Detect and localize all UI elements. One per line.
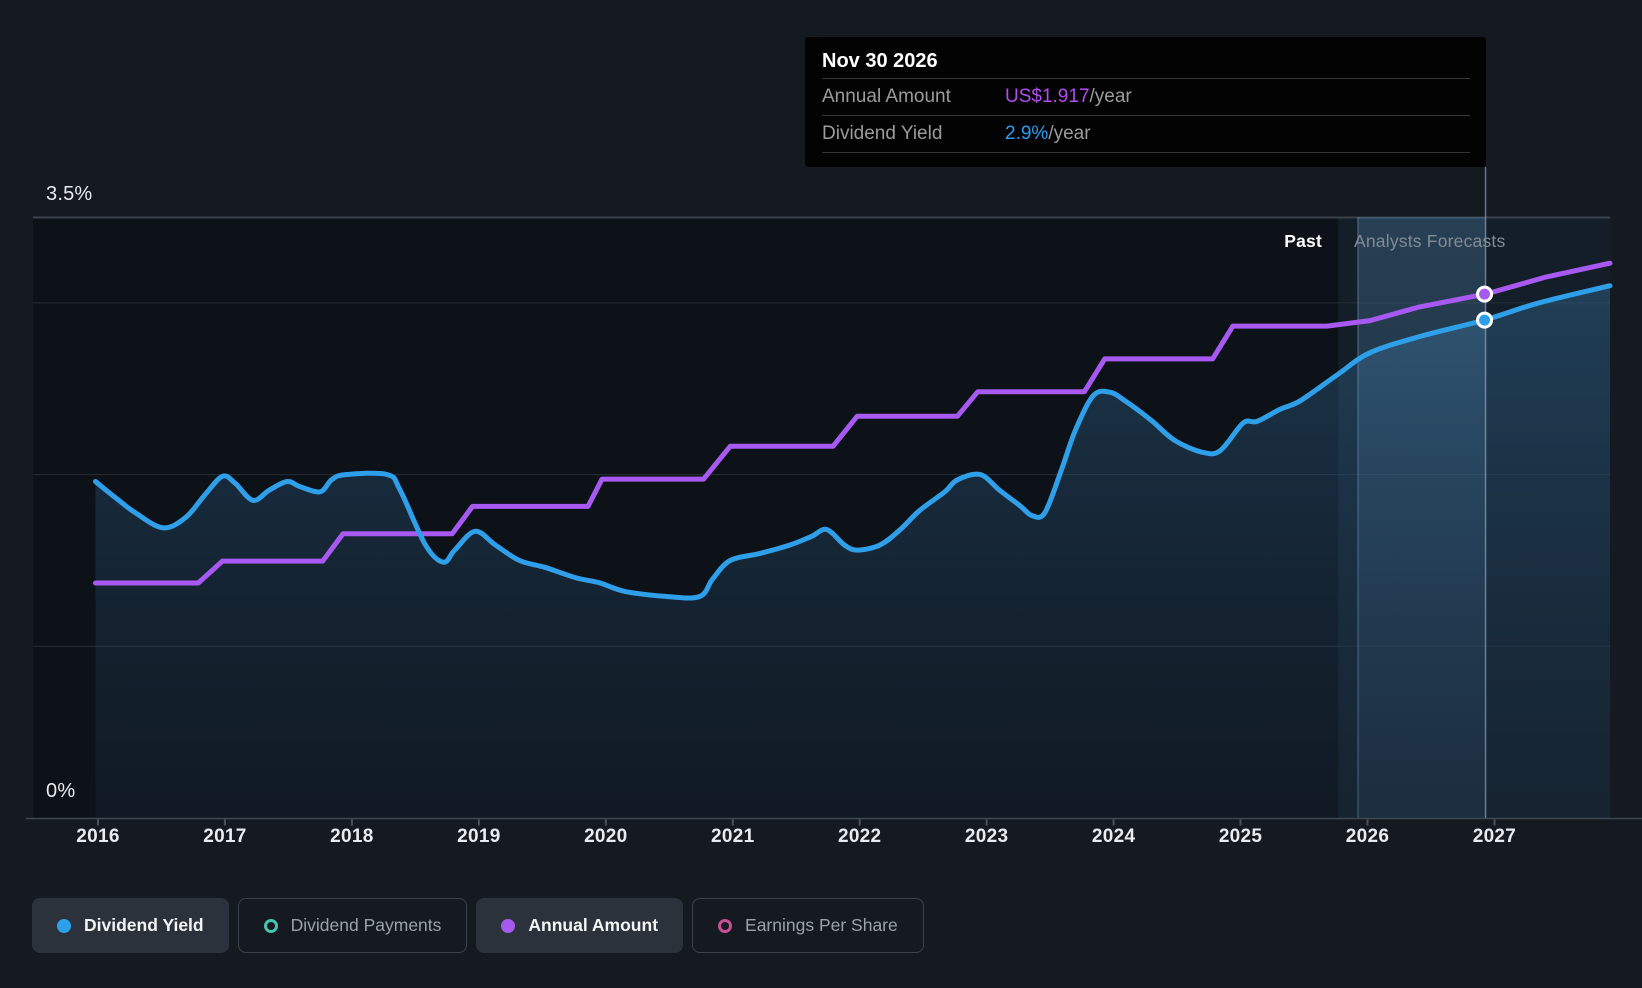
annual-amount-marker-dot [1476,285,1494,303]
forecast-zone-label: Analysts Forecasts [1354,231,1506,251]
tooltip-row-label: Annual Amount [822,86,951,107]
legend-item-annual-amount[interactable]: Annual Amount [476,898,684,953]
x-axis-tick [1112,819,1115,826]
x-axis-tick [731,819,734,826]
annual-amount-line [93,260,1613,586]
x-axis-tick [1366,819,1369,826]
x-axis-tick [477,819,480,826]
x-axis-label-2016: 2016 [76,826,120,847]
y-axis-label-max: 3.5% [46,183,93,205]
x-axis-tick [604,819,607,826]
x-axis-tick [97,819,99,826]
legend-item-label: Dividend Yield [84,915,204,935]
data-series [93,217,1613,818]
x-axis-label-2024: 2024 [1091,826,1136,847]
tooltip-row-label: Dividend Yield [822,123,943,144]
tooltip-row: Dividend Yield 2.9%/year [822,115,1470,153]
x-axis-tick [985,819,988,826]
dividend-yield-marker-icon [57,918,71,933]
x-axis-label-2023: 2023 [964,826,1009,847]
tooltip-row-value: 2.9%/year [1005,123,1091,144]
legend: Dividend Yield Dividend Payments Annual Am… [32,898,924,953]
x-axis-label-2022: 2022 [837,826,882,847]
band-left-edge [1357,217,1359,818]
legend-item-dividend-yield[interactable]: Dividend Yield [32,898,229,953]
x-axis-tick [858,819,861,826]
y-axis-label-min: 0% [46,780,76,802]
x-axis-tick [1493,819,1496,826]
legend-item-dividend-payments[interactable]: Dividend Payments [237,898,468,953]
chart-overlay [26,167,1642,826]
x-axis-label-2026: 2026 [1345,826,1390,847]
annual-amount-marker-icon [501,918,516,933]
tooltip-date: Nov 30 2026 [822,50,938,72]
legend-item-earnings-per-share[interactable]: Earnings Per Share [692,898,924,953]
x-axis-label-2018: 2018 [330,826,374,847]
x-axis-tick [223,819,226,826]
x-axis-label-2025: 2025 [1218,826,1263,847]
x-axis-label-2017: 2017 [203,826,247,847]
x-axis-tick [1239,819,1242,826]
earnings-per-share-marker-icon [718,918,733,933]
tooltip-row: Annual Amount US$1.917/year [822,78,1470,115]
dividend-yield-line [93,283,1613,601]
legend-item-label: Dividend Payments [290,915,442,935]
x-axis-tick [350,819,353,826]
legend-item-label: Annual Amount [528,915,659,935]
x-axis-label-2020: 2020 [584,826,628,847]
x-axis-label-2021: 2021 [711,826,755,847]
legend-item-label: Earnings Per Share [745,915,898,935]
x-axis-label-2019: 2019 [457,826,501,847]
tooltip-rows: Annual Amount US$1.917/year Dividend Yield… [822,78,1470,153]
past-zone-label: Past [1284,231,1322,251]
tooltip-row-value: US$1.917/year [1005,86,1132,107]
dividend-payments-marker-icon [263,918,278,933]
x-axis-label-2027: 2027 [1472,826,1517,847]
dividend-yield-marker-dot [1476,311,1494,329]
tooltip: Nov 30 2026 Annual Amount US$1.917/year Di… [805,37,1486,167]
